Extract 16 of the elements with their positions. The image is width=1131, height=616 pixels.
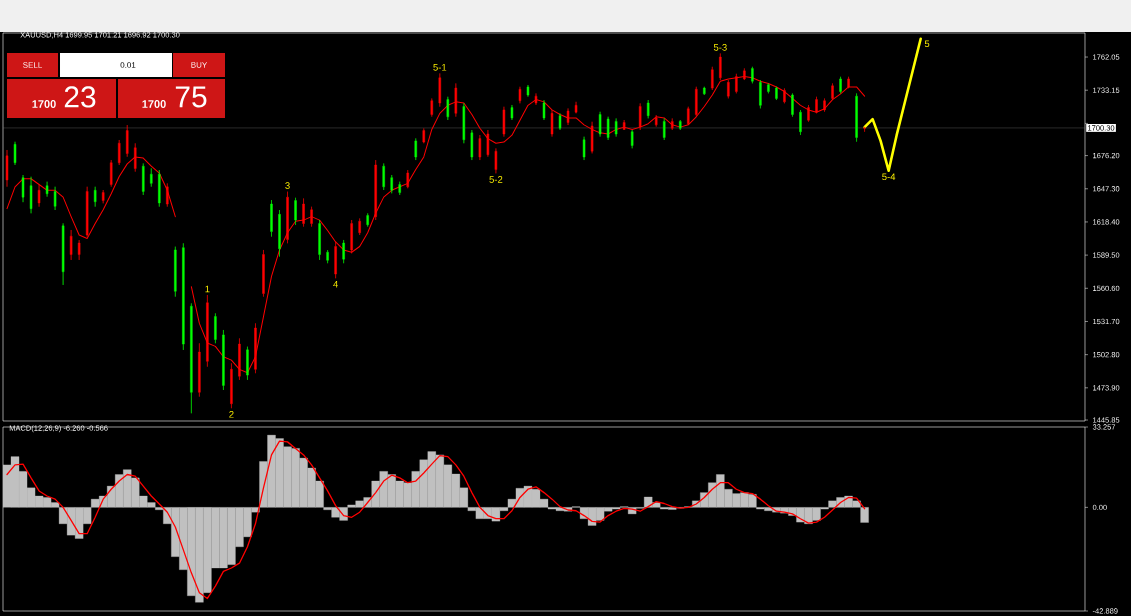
annotation: 2: [229, 410, 234, 418]
annotation: 0.01: [120, 62, 136, 68]
annotation: 5-1: [433, 64, 447, 71]
annotation: 1700: [142, 100, 166, 108]
annotation: 5-4: [882, 173, 896, 181]
annotation: 3: [285, 182, 290, 189]
annotation: SELL: [23, 62, 43, 68]
annotation: 5-2: [489, 176, 503, 183]
annotation: 23: [64, 86, 96, 108]
annotation: BUY: [191, 62, 208, 68]
annotation: 75: [175, 86, 207, 108]
annotation: 4: [333, 281, 338, 288]
annotation: 1: [205, 285, 210, 293]
annotation: 1700: [32, 100, 56, 108]
annotation: 5-3: [713, 44, 727, 51]
annotation: 5: [924, 40, 930, 48]
